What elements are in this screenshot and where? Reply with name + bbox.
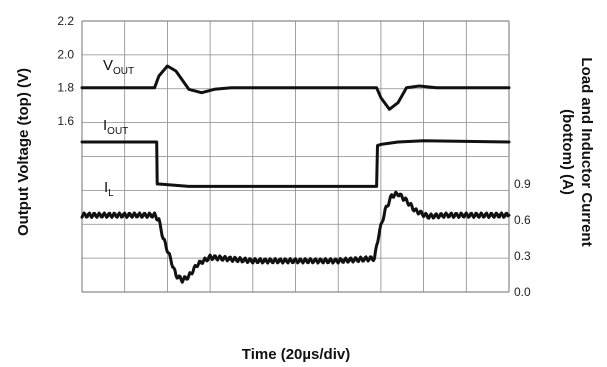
right-tick-label: 0.3 xyxy=(514,249,531,263)
left-tick-label: 1.8 xyxy=(57,81,74,95)
right-tick-label: 0.0 xyxy=(514,285,531,299)
x-axis-title: Time (20µs/div) xyxy=(242,346,350,363)
plot-grid xyxy=(81,20,510,293)
series-labels: VOUT IOUT IL xyxy=(103,57,134,199)
right-tick-label: 0.9 xyxy=(514,177,531,191)
left-tick-label: 2.2 xyxy=(57,14,74,28)
y-axis-title-left: Output Voltage (top) (V) xyxy=(15,68,32,236)
y-axis-title-right-line1: Load and Inductor Current xyxy=(578,57,595,246)
series-lines xyxy=(80,64,511,284)
series-line-iout xyxy=(80,139,511,188)
series-label-iout: IOUT xyxy=(103,117,128,137)
right-tick-labels: 0.9 0.6 0.3 0.0 xyxy=(514,177,531,299)
left-tick-labels: 2.2 2.0 1.8 1.6 xyxy=(57,14,74,128)
series-label-il: IL xyxy=(104,179,114,199)
left-tick-label: 2.0 xyxy=(57,47,74,61)
right-tick-label: 0.6 xyxy=(514,213,531,227)
series-line-vout xyxy=(80,64,511,111)
y-axis-title-right-line2: (bottom) (A) xyxy=(559,109,576,195)
left-tick-label: 1.6 xyxy=(57,114,74,128)
series-label-vout: VOUT xyxy=(103,57,134,77)
series-line-il xyxy=(80,190,511,284)
